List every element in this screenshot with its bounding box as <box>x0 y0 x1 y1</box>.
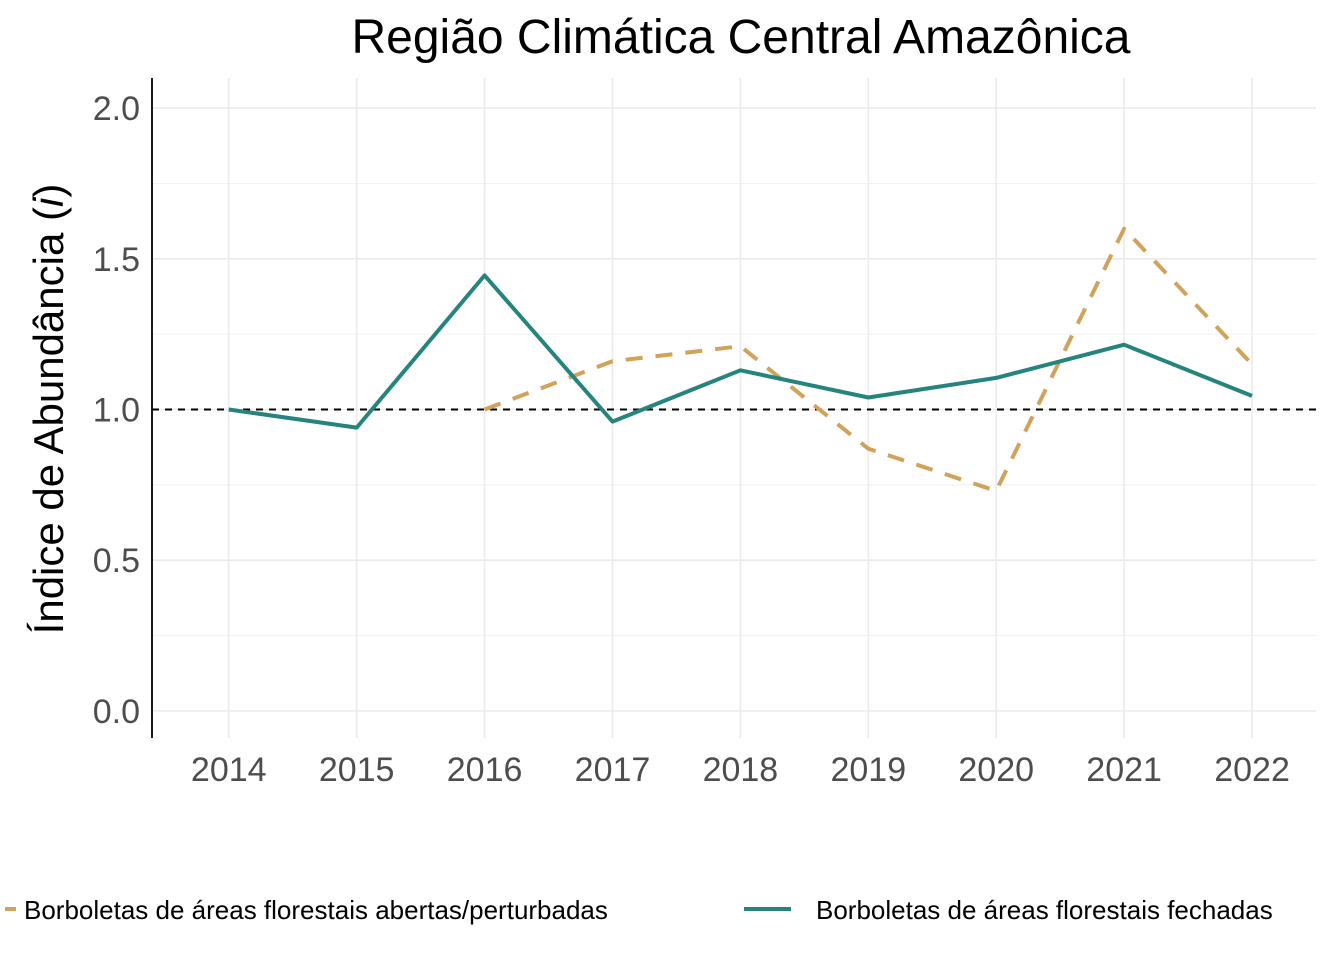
y-axis-label-prefix: Índice de Abundância ( <box>25 207 72 634</box>
y-tick-label: 1.5 <box>93 241 140 279</box>
grid <box>152 78 1316 738</box>
x-tick-label: 2016 <box>447 751 523 789</box>
x-tick-label: 2018 <box>703 751 779 789</box>
x-tick-label: 2021 <box>1086 751 1162 789</box>
x-tick-label: 2022 <box>1214 751 1290 789</box>
x-tick-label: 2014 <box>191 751 267 789</box>
y-tick-labels: 0.0 0.5 1.0 1.5 2.0 <box>93 90 140 731</box>
y-tick-label: 2.0 <box>93 90 140 128</box>
x-tick-label: 2017 <box>575 751 651 789</box>
y-axis-label: Índice de Abundância (i) <box>25 184 72 635</box>
y-tick-label: 1.0 <box>93 392 140 430</box>
x-tick-label: 2020 <box>958 751 1034 789</box>
legend-label-closed-forest: Borboletas de áreas florestais fechadas <box>816 895 1273 925</box>
y-axis-label-italic: i <box>25 196 72 207</box>
y-tick-label: 0.5 <box>93 542 140 580</box>
y-tick-label: 0.0 <box>93 693 140 731</box>
series-group <box>228 226 1254 493</box>
y-axis-label-suffix: ) <box>25 184 72 198</box>
series-line-closed-forest <box>228 273 1253 430</box>
x-tick-labels: 2014 2015 2016 2017 2018 2019 2020 2021 2022 <box>191 751 1290 789</box>
chart-title: Região Climática Central Amazônica <box>351 11 1130 64</box>
x-tick-label: 2015 <box>319 751 395 789</box>
series-line-open-forest <box>483 226 1254 493</box>
x-tick-label: 2019 <box>830 751 906 789</box>
legend-label-open-forest: Borboletas de áreas florestais abertas/p… <box>24 895 608 925</box>
legend: Borboletas de áreas florestais abertas/p… <box>0 895 1273 925</box>
